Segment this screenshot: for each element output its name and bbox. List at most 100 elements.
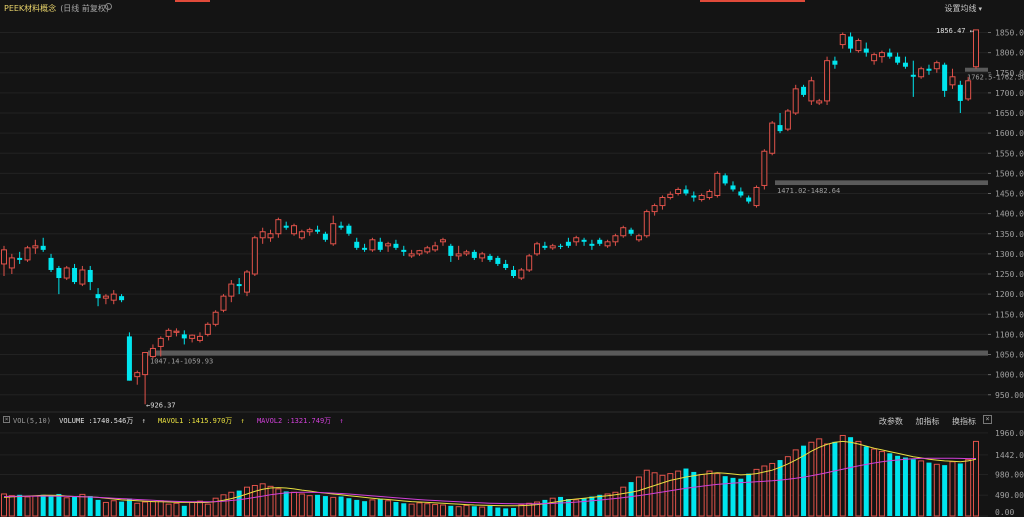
candle-body xyxy=(24,247,31,261)
mavol1-line xyxy=(3,440,977,507)
volume-bar xyxy=(1,493,7,517)
volume-bar xyxy=(503,508,509,516)
candle-body xyxy=(801,86,807,95)
volume-bar xyxy=(714,473,721,517)
volume-bar xyxy=(196,500,203,517)
candle-body xyxy=(338,225,344,228)
volume-bar xyxy=(72,496,78,516)
candle-body xyxy=(753,186,760,207)
volume-bar xyxy=(832,441,838,516)
candle-body xyxy=(259,231,266,239)
switch-indicator-button[interactable]: 换指标 xyxy=(952,417,976,426)
period-label: (日线 前复权) xyxy=(60,4,109,13)
volume-bar xyxy=(542,499,548,516)
volume-bar xyxy=(244,486,250,517)
candle-body xyxy=(346,225,352,234)
candle-body xyxy=(385,243,392,247)
volume-bar xyxy=(401,503,407,516)
price-gridlines xyxy=(0,32,988,396)
volume-bar xyxy=(95,499,101,516)
candle-body xyxy=(957,84,963,101)
indicator-name: VOL(5,10) xyxy=(13,417,51,425)
volume-bar xyxy=(738,478,744,516)
candle-body xyxy=(589,243,595,246)
volume-bar xyxy=(887,453,893,516)
candle-body xyxy=(495,257,501,264)
volume-bar xyxy=(212,497,219,517)
volume-bar xyxy=(643,469,650,517)
price-tick-label: 1000.00 xyxy=(995,371,1024,380)
candle-body xyxy=(549,245,556,249)
candle-body xyxy=(855,40,862,52)
volume-bar xyxy=(416,502,423,517)
volume-bar xyxy=(863,446,869,516)
volume-bar xyxy=(102,501,109,517)
price-tick-label: 1050.00 xyxy=(995,351,1024,360)
gear-icon[interactable] xyxy=(105,3,112,10)
volume-bar xyxy=(581,498,587,516)
volume-bar xyxy=(362,501,368,516)
candle-body xyxy=(369,239,376,251)
candle-body xyxy=(651,205,658,213)
volume-bar xyxy=(346,498,352,516)
edit-params-button[interactable]: 改参数 xyxy=(878,417,903,426)
volume-bar xyxy=(855,440,862,517)
chart-title[interactable]: PEEK材料概念 (日线 前复权) xyxy=(4,3,109,14)
high-price-label: 1856.47 ← xyxy=(936,27,974,35)
volume-bar xyxy=(338,496,344,516)
volume-bar xyxy=(439,504,446,517)
volume-bar xyxy=(267,485,274,517)
candle-body xyxy=(691,195,697,198)
volume-tick-label: 0.00 xyxy=(995,508,1014,517)
volume-tick-label: 1442.00 xyxy=(995,451,1024,460)
candle-body xyxy=(942,64,948,91)
volume-bar xyxy=(149,501,156,517)
support-zone-high-label: 1762.5-1762.50 xyxy=(967,74,1024,82)
volume-bar xyxy=(942,465,948,516)
volume-bar xyxy=(549,497,556,517)
candle-body xyxy=(933,62,940,70)
candle-body xyxy=(220,295,227,311)
volume-bar xyxy=(385,500,392,517)
volume-bar xyxy=(173,502,180,517)
candle-body xyxy=(439,239,446,243)
volume-bar xyxy=(298,493,305,517)
candle-body xyxy=(8,257,15,269)
mavol2-line xyxy=(3,457,977,505)
support-zone-mid-label: 1471.02-1482.64 xyxy=(777,187,840,195)
candle-body xyxy=(565,241,571,246)
price-tick-label: 1350.00 xyxy=(995,230,1024,239)
add-indicator-button[interactable]: 加指标 xyxy=(915,417,940,426)
price-tick-label: 1550.00 xyxy=(995,149,1024,158)
volume-bar xyxy=(777,460,783,516)
volume-bar xyxy=(784,456,791,517)
price-tick-label: 1150.00 xyxy=(995,310,1024,319)
low-price-label: ←926.37 xyxy=(146,401,176,409)
volume-bar xyxy=(651,472,658,517)
volume-bar xyxy=(612,491,619,517)
volume-bar xyxy=(408,503,415,517)
volume-bar xyxy=(377,499,383,516)
price-tick-label: 1850.00 xyxy=(995,29,1024,38)
volume-gridlines xyxy=(0,432,988,517)
volume-bar xyxy=(56,493,62,516)
candlestick-series xyxy=(1,29,979,405)
volume-bar xyxy=(32,495,39,517)
volume-tick-label: 980.00 xyxy=(995,470,1024,479)
candle-body xyxy=(628,229,634,234)
volume-bar xyxy=(40,494,46,516)
candle-body xyxy=(251,237,258,275)
candle-body xyxy=(408,253,415,257)
collapse-icon[interactable]: × xyxy=(3,416,10,423)
volume-bar xyxy=(573,499,580,517)
volume-label: VOLUME:1740.546万 ↑ xyxy=(59,417,146,425)
close-icon[interactable]: × xyxy=(983,415,992,424)
candle-body xyxy=(597,239,603,244)
set-ma-button[interactable]: 设置均线 ▾ xyxy=(944,3,982,14)
support-zones: 1047.14-1059.93 1471.02-1482.64 1762.5-176… xyxy=(148,67,1024,366)
volume-bar xyxy=(48,495,54,516)
price-tick-label: 1250.00 xyxy=(995,270,1024,279)
price-tick-label: 950.00 xyxy=(995,391,1024,400)
volume-bar xyxy=(119,501,125,516)
